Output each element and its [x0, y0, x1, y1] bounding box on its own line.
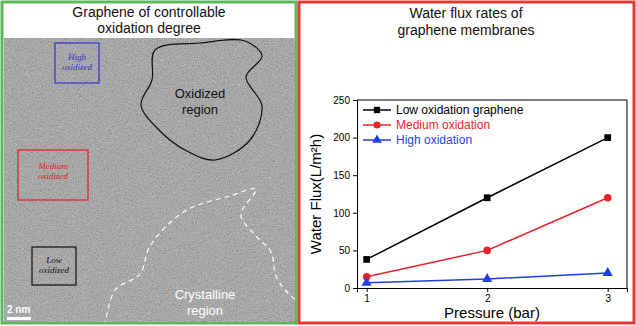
plot-area — [362, 134, 613, 285]
tick: 3 — [605, 288, 611, 304]
axis-line — [358, 289, 628, 293]
text-line: High — [67, 52, 87, 62]
series-line — [367, 138, 608, 260]
tick-mark — [353, 213, 357, 214]
text-line: region — [182, 102, 218, 117]
text-line: oxidized — [62, 62, 92, 72]
tick: 200 — [333, 132, 357, 143]
panel-frame — [2, 2, 296, 323]
annotation-label: Mediumoxidized — [37, 161, 68, 181]
marker — [484, 194, 491, 201]
tick-label: 50 — [339, 245, 351, 256]
tick-label: 0 — [344, 283, 350, 294]
tick-mark — [353, 250, 357, 251]
tick: 100 — [333, 208, 357, 219]
series-line — [367, 198, 608, 277]
annotation-box — [32, 247, 76, 285]
panel-title: Graphene of controllableoxidation degree — [72, 4, 226, 36]
tick-label: 250 — [333, 95, 350, 106]
legend-label: Low oxidation graphene — [396, 103, 524, 117]
tick-mark — [353, 175, 357, 176]
region-label: Oxidizedregion — [175, 86, 226, 117]
axis-line — [353, 101, 358, 289]
micrograph-base — [4, 38, 295, 322]
annotation-box — [18, 150, 88, 200]
text-line: Crystalline — [175, 287, 236, 302]
marker — [483, 247, 491, 255]
tick-mark — [353, 138, 357, 139]
tick-mark — [353, 288, 357, 289]
tick-label: 200 — [333, 132, 350, 143]
scale-bar-label: 2 nm — [7, 304, 30, 315]
y-axis: 0 50 100 150 200 250 — [333, 95, 357, 294]
marker — [603, 267, 613, 276]
tick: 150 — [333, 170, 357, 181]
annotation-label: Lowoxidized — [39, 255, 69, 275]
tick-label: 3 — [605, 293, 611, 304]
tick-mark — [608, 288, 609, 292]
x-axis-title: Pressure (bar) — [444, 304, 540, 321]
y-axis-title: Water Flux(L/m²h) — [307, 134, 324, 254]
text-line: Graphene of controllable — [72, 4, 226, 20]
micrograph — [4, 38, 295, 322]
micrograph-texture — [4, 38, 295, 322]
tick-label: 100 — [333, 208, 350, 219]
tick-label: 2 — [485, 293, 491, 304]
tick: 0 — [344, 283, 357, 294]
region-label: Crystallineregion — [175, 287, 236, 318]
figure: Graphene of controllableoxidation degree… — [0, 0, 636, 326]
tick-mark — [367, 288, 368, 292]
tick: 250 — [333, 95, 357, 106]
legend-marker — [374, 107, 380, 113]
region-outline — [105, 188, 295, 322]
chart-title: Water flux rates ofgraphene membranes — [398, 5, 535, 38]
x-axis: 1 2 3 — [358, 288, 628, 304]
text-line: Low — [45, 255, 62, 265]
tick-mark — [487, 288, 488, 292]
marker — [363, 256, 370, 263]
legend-label: High oxidation — [396, 133, 472, 147]
text-line: region — [187, 303, 223, 318]
region-outline — [141, 39, 262, 160]
tick: 2 — [485, 288, 491, 304]
legend-marker — [373, 121, 380, 128]
legend-marker — [372, 134, 382, 142]
text-line: graphene membranes — [398, 22, 535, 38]
marker — [604, 194, 612, 202]
tick: 50 — [339, 245, 357, 256]
tick-label: 150 — [333, 170, 350, 181]
legend: Low oxidation grapheneMedium oxidationHi… — [363, 103, 524, 147]
text-line: Oxidized — [175, 86, 226, 101]
series-line — [367, 273, 608, 283]
plot-frame — [627, 100, 628, 288]
scale-bar — [7, 317, 31, 320]
panel-frame — [299, 2, 634, 323]
annotation-label: Highoxidized — [62, 52, 92, 72]
annotation-box — [55, 43, 99, 83]
text-line: oxidized — [38, 171, 68, 181]
plot-frame — [357, 100, 627, 101]
tick-mark — [353, 100, 357, 101]
marker — [604, 134, 611, 141]
tick: 1 — [364, 288, 370, 304]
marker — [362, 277, 372, 286]
text-line: oxidized — [39, 265, 69, 275]
text-line: Water flux rates of — [409, 5, 522, 21]
tick-label: 1 — [364, 293, 370, 304]
legend-label: Medium oxidation — [396, 118, 490, 132]
marker — [482, 273, 492, 282]
text-line: oxidation degree — [97, 20, 201, 36]
text-line: Medium — [37, 161, 68, 171]
